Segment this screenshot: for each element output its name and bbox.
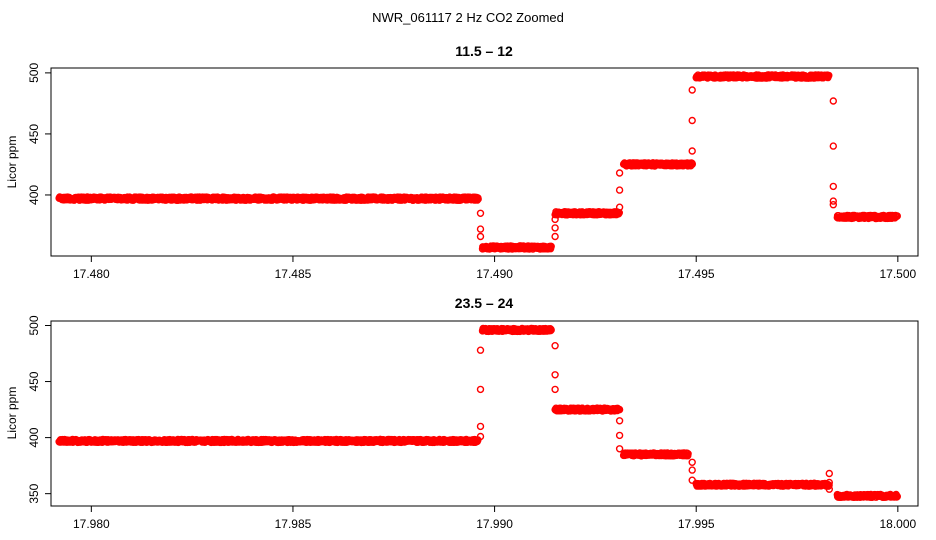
x-tick-label: 18.000 [879,517,916,531]
data-point [893,212,901,220]
data-point [684,450,692,458]
data-point [551,371,559,379]
y-tick-label: 500 [27,63,41,83]
data-point [615,417,624,425]
data-point [615,203,624,211]
x-tick-label: 17.980 [73,517,110,531]
data-point [688,86,696,94]
data-point [615,169,624,177]
y-tick-label: 450 [27,124,41,144]
y-axis: 350 400 450 500 [27,315,52,504]
y-tick-label: 350 [27,483,41,503]
data-point [476,346,485,354]
data-point [551,215,559,224]
data-point [829,142,837,150]
panel-top: 11.5 – 12 Licor ppm 17.480 17.485 17.490 17… [5,43,919,281]
data-point [476,209,485,218]
data-point [893,492,901,501]
x-tick-label: 17.985 [275,517,312,531]
data-point [615,405,624,414]
y-axis-label: Licor ppm [5,387,19,440]
plot-frame [50,67,919,257]
panel-title: 23.5 – 24 [455,295,514,311]
figure-title: NWR_061117 2 Hz CO2 Zoomed [372,10,564,25]
y-tick-label: 450 [27,371,41,391]
x-axis: 17.480 17.485 17.490 17.495 17.500 [73,255,917,281]
data-point [829,197,837,205]
data-point [476,422,485,431]
y-tick-label: 400 [27,185,41,205]
x-axis: 17.980 17.985 17.990 17.995 18.000 [73,505,917,531]
data-point [688,466,696,474]
panel-title: 11.5 – 12 [455,43,513,59]
data-point [547,326,555,334]
data-point [476,432,485,441]
data-point [825,478,833,487]
data-point [688,147,696,155]
data-point [547,242,555,251]
data-points [55,71,901,253]
data-point [615,431,624,440]
x-tick-label: 17.490 [476,267,513,281]
x-tick-label: 17.990 [476,517,513,531]
data-point [825,469,833,478]
data-point [474,195,482,203]
x-tick-label: 17.495 [678,267,715,281]
data-point [829,200,837,209]
data-point [551,224,559,232]
data-point [688,458,696,466]
data-point [688,116,696,125]
x-tick-label: 17.995 [678,517,715,531]
data-point [825,71,833,80]
y-tick-label: 500 [27,315,41,335]
x-tick-label: 17.500 [879,267,916,281]
y-axis: 400 450 500 [27,63,52,205]
data-point [688,160,696,168]
data-point [825,485,833,493]
data-point [551,342,559,350]
data-point [551,232,559,241]
y-axis-label: Licor ppm [5,136,19,189]
data-point [615,445,624,453]
y-tick-label: 400 [27,427,41,447]
data-point [476,225,485,233]
data-point [688,476,696,484]
data-point [551,385,559,394]
panel-bottom: 23.5 – 24 Licor ppm 17.980 17.985 17.990 17… [5,295,919,531]
data-points [55,324,901,501]
data-point [829,97,837,105]
x-tick-label: 17.480 [73,267,110,281]
data-point [476,385,485,394]
data-point [476,232,485,241]
x-tick-label: 17.485 [275,267,312,281]
data-point [615,186,624,194]
data-point [829,182,837,191]
plot-frame [50,320,919,507]
data-point [825,481,833,489]
